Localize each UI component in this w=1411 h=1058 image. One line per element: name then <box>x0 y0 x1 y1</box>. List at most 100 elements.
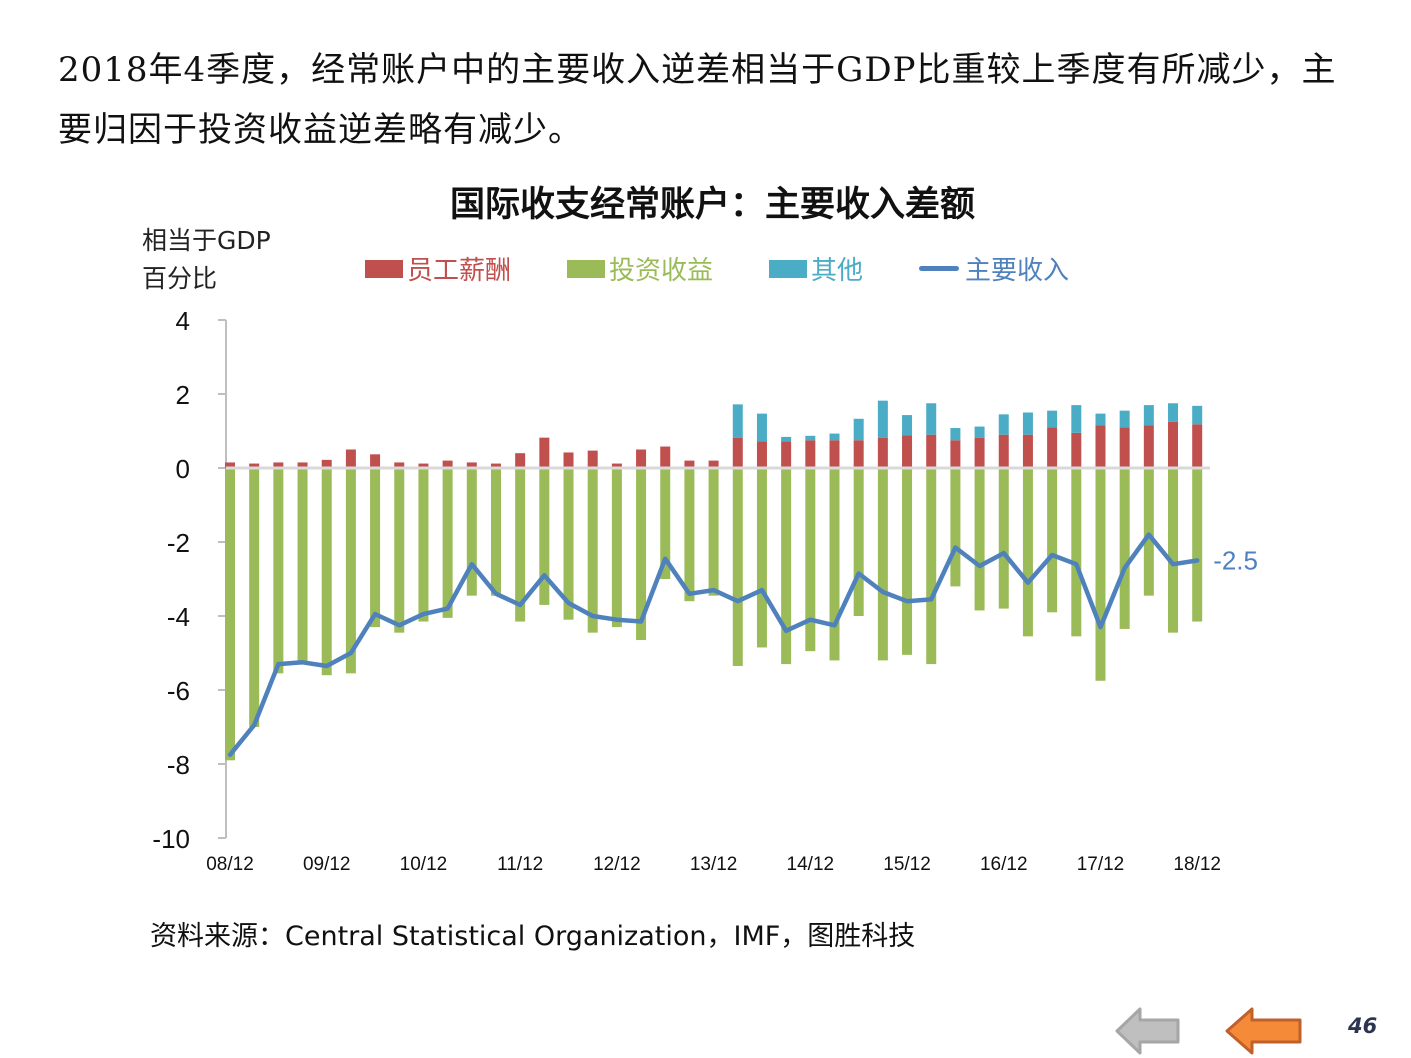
bar-investment-income <box>974 468 985 611</box>
bar-investment-income <box>1143 468 1154 596</box>
x-tick-label: 17/12 <box>1077 854 1125 875</box>
bar-other <box>877 400 888 438</box>
bar-investment-income <box>1168 468 1179 633</box>
bar-compensation <box>684 460 695 468</box>
bar-compensation <box>1022 434 1033 468</box>
bar-compensation <box>539 437 550 468</box>
y-tick-label: 2 <box>176 380 190 410</box>
bar-compensation <box>587 450 598 468</box>
chart-axes: 4 2 0 -2 -4 -6 -8 -10 <box>152 306 227 854</box>
chart-plot: 4 2 0 -2 -4 -6 -8 -10 08/12 09/12 10/12 11/12 12/12… <box>152 306 1258 876</box>
bar-investment-income <box>660 468 671 579</box>
bar-investment-income <box>297 468 308 665</box>
bar-investment-income <box>442 468 453 618</box>
bar-other <box>829 433 840 441</box>
bar-compensation <box>805 440 816 468</box>
x-tick-label: 13/12 <box>690 854 738 875</box>
y-axis-label-line-1: 相当于GDP <box>142 226 271 255</box>
bar-compensation <box>1168 421 1179 468</box>
bar-compensation <box>660 446 671 468</box>
arrow-left-gray-icon <box>1115 1007 1180 1055</box>
bar-compensation <box>297 462 308 468</box>
slide-headline: 2018年4季度，经常账户中的主要收入逆差相当于GDP比重较上季度有所减少，主要… <box>58 50 1337 150</box>
x-tick-label: 12/12 <box>593 854 641 875</box>
bar-compensation <box>732 437 743 468</box>
x-tick-label: 09/12 <box>303 854 351 875</box>
bar-investment-income <box>273 468 284 674</box>
y-tick-label: -10 <box>152 824 190 854</box>
y-tick-label: -2 <box>167 528 190 558</box>
bar-investment-income <box>1119 468 1130 629</box>
bar-investment-income <box>1095 468 1106 681</box>
bar-compensation <box>249 463 260 468</box>
bar-investment-income <box>490 468 501 596</box>
bar-other <box>805 435 816 441</box>
bar-other <box>902 415 913 436</box>
bar-compensation <box>418 463 429 468</box>
bar-compensation <box>1095 425 1106 468</box>
bar-investment-income <box>249 468 260 727</box>
bar-compensation <box>756 441 767 468</box>
page-number: 46 <box>1348 1014 1378 1038</box>
x-tick-label: 14/12 <box>787 854 835 875</box>
bar-other <box>1047 410 1058 428</box>
bar-other <box>1022 412 1033 435</box>
bar-compensation <box>515 453 526 468</box>
bar-other <box>1143 405 1154 426</box>
legend-label-compensation: 员工薪酬 <box>407 256 512 286</box>
data-label-last-value: -2.5 <box>1213 546 1258 576</box>
y-tick-label: -4 <box>167 602 190 632</box>
legend-item-primary-income: 主要收入 <box>919 250 1069 287</box>
bar-investment-income <box>998 468 1009 609</box>
bar-compensation <box>225 462 235 468</box>
bar-other <box>1192 405 1203 425</box>
bar-investment-income <box>781 468 792 665</box>
bar-investment-income <box>394 468 405 633</box>
chart-labels: 08/12 09/12 10/12 11/12 12/12 13/12 14/12 15/12… <box>206 546 1258 876</box>
bar-other <box>1095 413 1106 426</box>
x-tick-label: 08/12 <box>206 854 254 875</box>
back-orange-button[interactable] <box>1224 1006 1304 1056</box>
chart-bars <box>225 400 1203 761</box>
y-tick-label: 0 <box>176 454 190 484</box>
legend-swatch-compensation <box>365 259 403 278</box>
y-axis-label-line-2: 百分比 <box>142 264 218 293</box>
bar-investment-income <box>418 468 429 622</box>
legend-line-primary-income <box>919 266 960 271</box>
bar-investment-income <box>708 468 719 596</box>
bar-compensation <box>1047 427 1058 468</box>
bar-compensation <box>370 454 381 468</box>
bar-compensation <box>998 434 1009 468</box>
legend-label-primary-income: 主要收入 <box>965 256 1070 286</box>
bar-compensation <box>926 434 937 468</box>
y-tick-label: 4 <box>176 306 190 336</box>
bar-investment-income <box>1022 468 1033 637</box>
bar-investment-income <box>466 468 477 596</box>
bar-investment-income <box>636 468 647 641</box>
bar-investment-income <box>370 468 381 628</box>
bar-compensation <box>490 463 501 468</box>
bar-compensation <box>853 440 864 468</box>
bar-compensation <box>829 440 840 468</box>
legend-swatch-other <box>769 259 808 278</box>
y-tick-label: -6 <box>167 676 190 706</box>
x-tick-label: 11/12 <box>497 854 543 875</box>
bar-investment-income <box>225 468 235 761</box>
bar-other <box>926 403 937 435</box>
bar-investment-income <box>515 468 526 622</box>
y-axis-label: 相当于GDP 百分比 <box>142 222 271 298</box>
bar-investment-income <box>539 468 550 605</box>
bar-other <box>756 413 767 442</box>
bar-compensation <box>345 449 356 468</box>
bar-compensation <box>466 462 477 468</box>
bar-compensation <box>273 462 284 468</box>
back-gray-button[interactable] <box>1114 1006 1182 1056</box>
bar-compensation <box>902 435 913 468</box>
chart-title: 国际收支经常账户：主要收入差额 <box>449 185 975 225</box>
bar-compensation <box>563 452 574 468</box>
legend-item-compensation: 员工薪酬 <box>365 250 511 287</box>
bar-other <box>1168 403 1179 422</box>
chart-line-group <box>227 532 1200 758</box>
bar-compensation <box>636 449 647 468</box>
legend-item-other: 其他 <box>769 250 863 287</box>
